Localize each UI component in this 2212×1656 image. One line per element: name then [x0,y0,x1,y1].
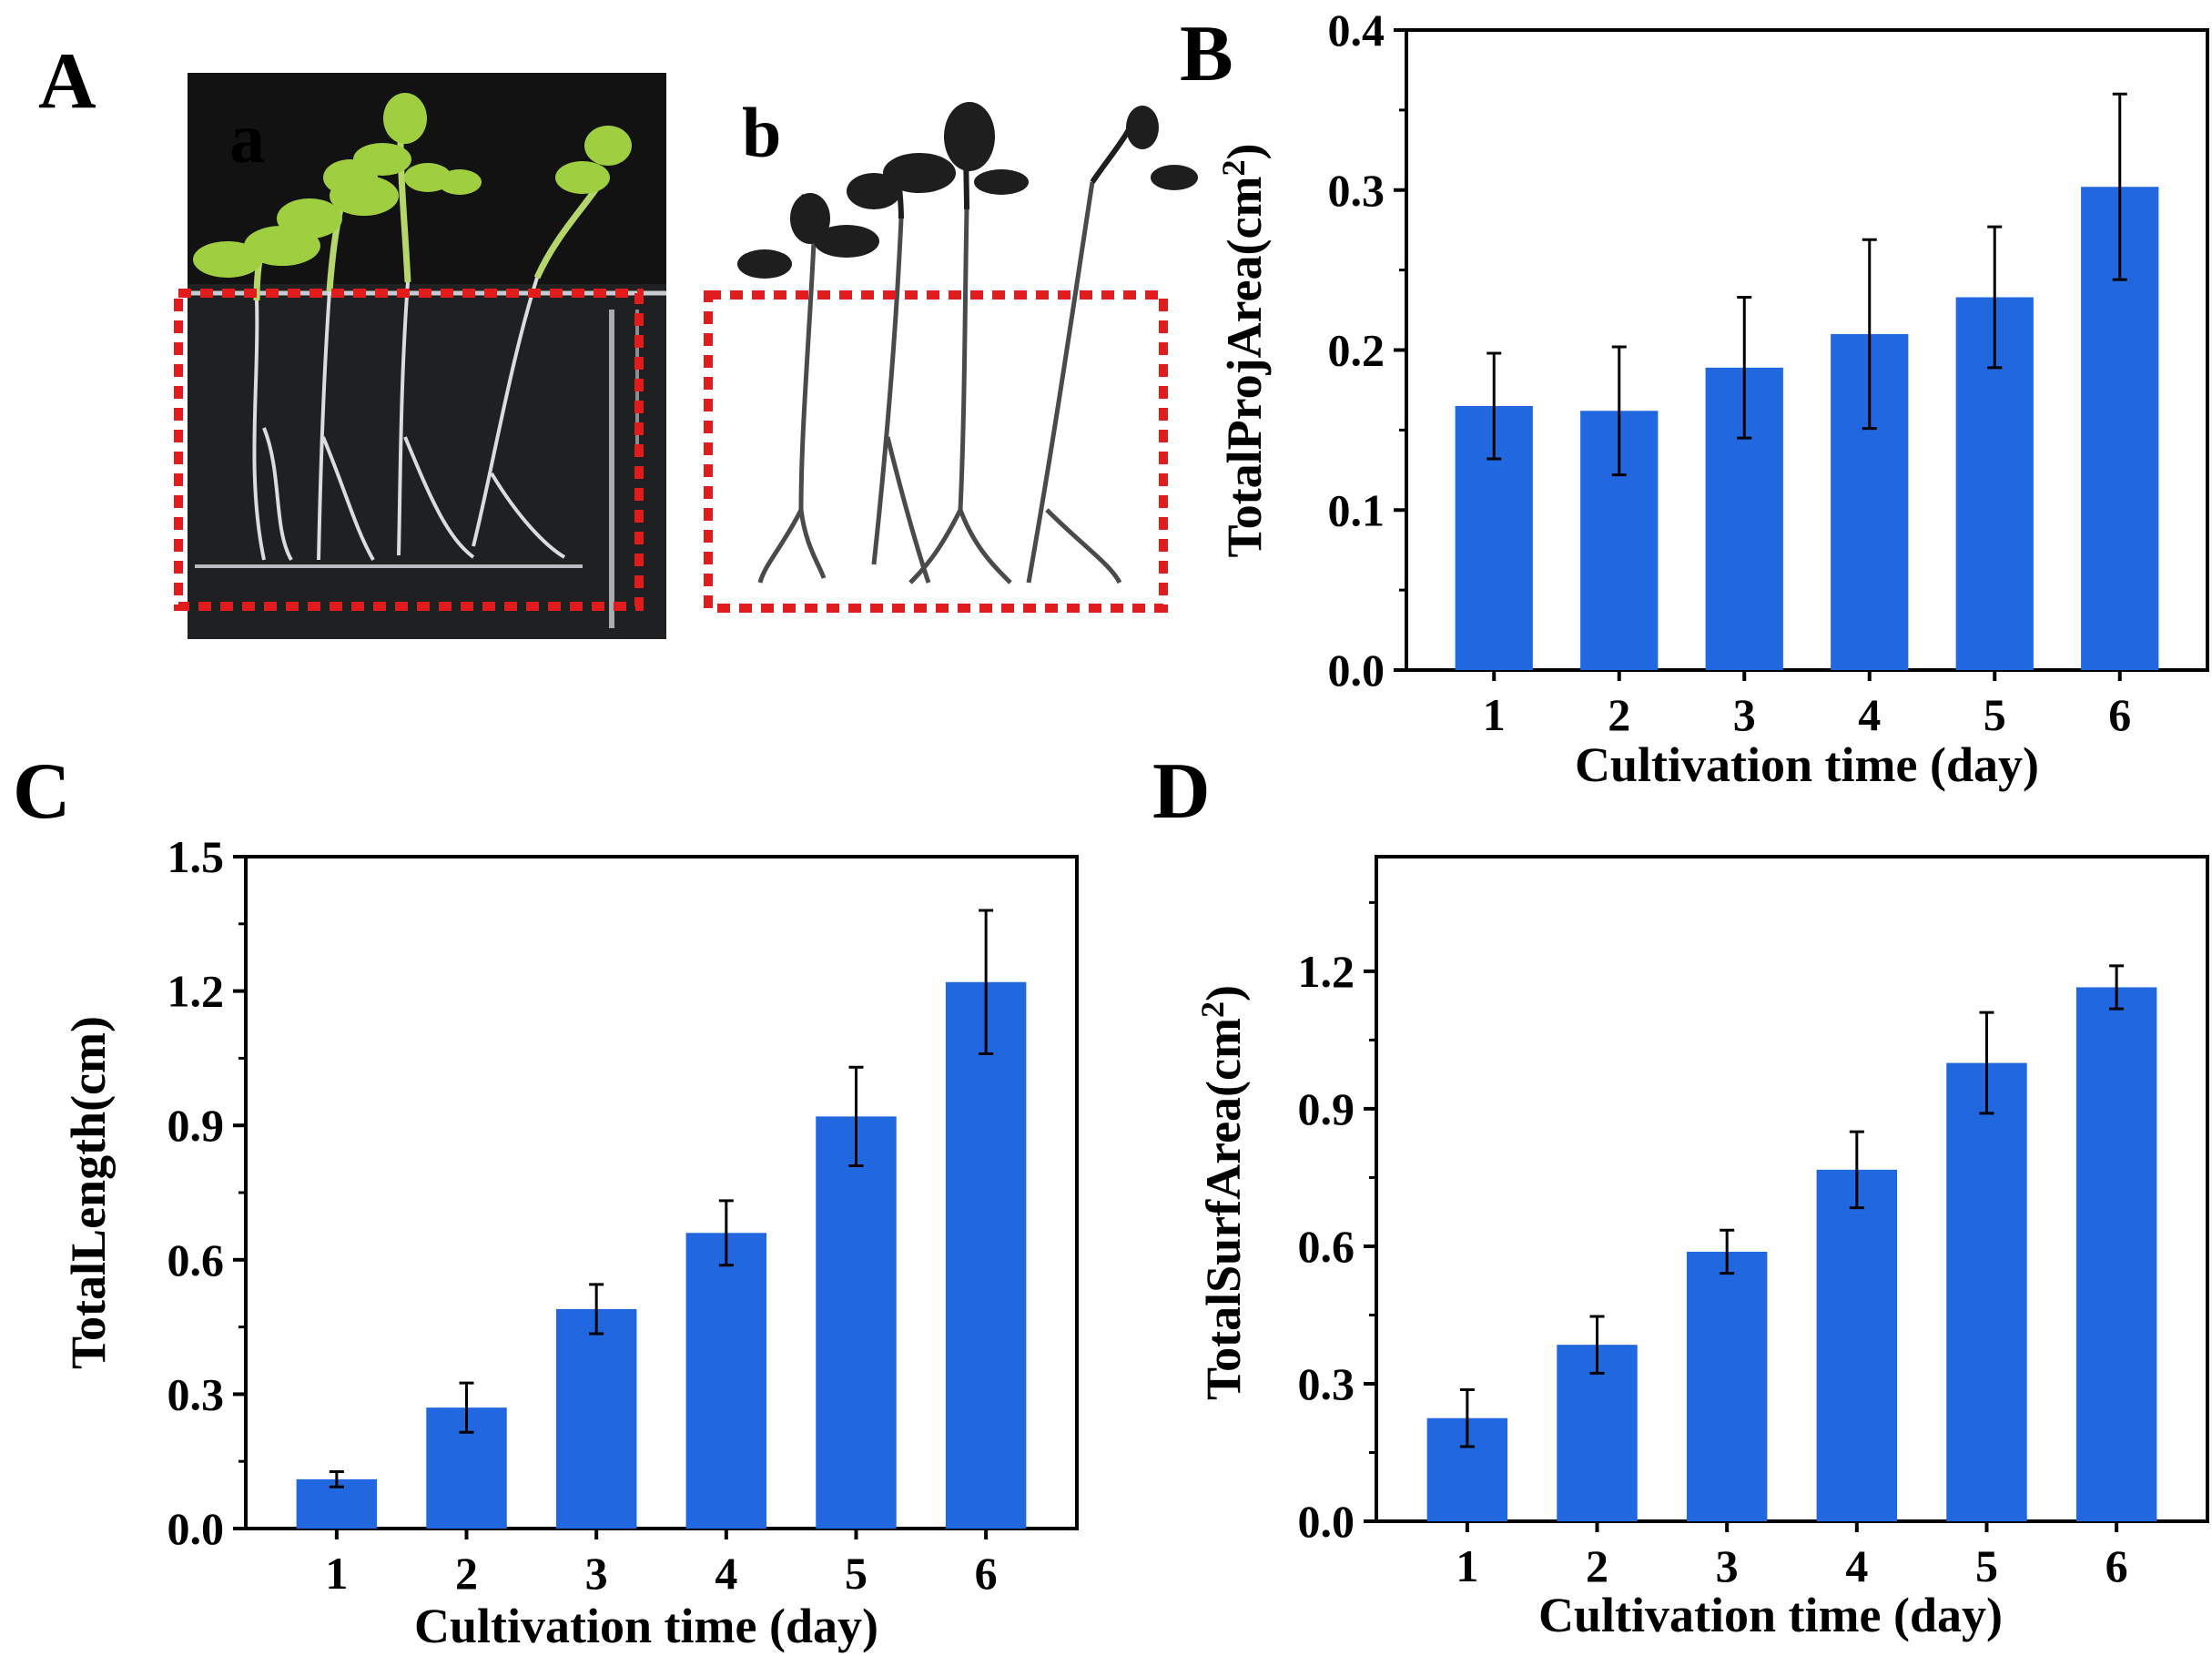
panel-label-d: D [1152,747,1211,836]
y-axis-title-main: TotalSurfArea(cm [1196,1018,1251,1400]
x-tick-label: 6 [2105,1540,2128,1591]
panel-label-b: B [1180,10,1233,98]
x-tick-label: 6 [2108,689,2131,740]
chart-total-length: C 0.0 0.3 0.6 0.9 1.2 1.5 1 2 3 4 5 6 Cultivation … [13,747,1079,1653]
x-axis-title: Cultivation time (day) [1538,1588,2003,1642]
y-tick-label: 0.4 [1328,5,1385,56]
bar [945,981,1027,1529]
y-tick-label: 0.9 [167,1100,225,1151]
y-axis-title: TotalProjArea(cm2) [1215,144,1272,558]
x-tick-label: 2 [1586,1540,1608,1591]
bar [685,1233,767,1529]
scanned-roots [757,181,1122,584]
seedling-photo: a [174,73,666,639]
y-tick-label: 0.6 [167,1234,225,1285]
y-tick-label: 1.5 [167,831,225,882]
scanned-leaves [737,102,1198,279]
y-tick-label: 1.2 [167,966,225,1017]
y-tick-label: 0.0 [167,1503,225,1554]
y-tick-label: 0.0 [1328,645,1385,696]
y-tick-label: 0.3 [1298,1358,1355,1409]
bar [1946,1062,2027,1521]
scanned-seedlings: b [704,93,1198,613]
y-tick-label: 0.9 [1298,1083,1355,1134]
subpanel-label-b: b [742,93,781,172]
x-tick-label: 1 [1483,689,1506,740]
plot-frame [1375,855,2209,1523]
x-tick-label: 6 [975,1548,998,1599]
y-tick-label: 1.2 [1298,946,1355,997]
x-tick-label: 5 [1984,689,2006,740]
roi-dashed-box-a [174,289,644,611]
x-tick-label: 5 [845,1548,868,1599]
y-tick-label: 0.3 [1328,165,1385,216]
y-axis-title-main: TotalLength(cm) [61,1016,116,1369]
seedling-roots [252,277,566,561]
bar [555,1308,637,1529]
y-axis-title: TotalLength(cm) [61,1016,116,1369]
x-tick-label: 5 [1975,1540,1998,1591]
chart-total-surf-area: D 0.0 0.3 0.6 0.9 1.2 1 2 3 4 5 6 Cultivation tim… [1152,747,2209,1642]
y-axis-title-superscript: 2 [1194,1001,1231,1018]
panel-label-c: C [13,747,71,836]
y-tick-label: 0.6 [1298,1221,1355,1272]
subpanel-label-a: a [229,98,265,178]
panel-label-a: A [38,37,96,126]
y-axis-title-end: ) [1217,144,1272,160]
x-tick-label: 2 [1608,689,1630,740]
bar [1686,1251,1768,1521]
y-tick-label: 0.3 [167,1368,225,1419]
chart-total-proj-area: B 0.0 0.1 0.2 0.3 0.4 1 2 3 4 5 6 Cultivation tim… [1180,5,2209,792]
x-tick-label: 2 [455,1548,478,1599]
y-axis-title: TotalSurfArea(cm2) [1194,985,1251,1400]
y-axis-title-end: ) [1196,985,1251,1001]
y-tick-label: 0.1 [1328,484,1385,535]
panel-a: A [38,37,1198,639]
y-axis-title-superscript: 2 [1215,160,1252,177]
transparent-container [188,284,666,639]
bar [816,1116,897,1529]
x-tick-label: 4 [1858,689,1881,740]
x-tick-label: 3 [1733,689,1756,740]
y-tick-label: 0.2 [1328,325,1385,376]
x-tick-label: 1 [1456,1540,1478,1591]
bar [1816,1169,1898,1521]
y-axis-title-main: TotalProjArea(cm [1217,177,1272,558]
seedling-leaves [193,93,632,278]
roi-dashed-box-b [704,290,1168,613]
x-tick-label: 4 [715,1548,737,1599]
x-axis-title: Cultivation time (day) [1575,737,2039,792]
y-tick-label: 0.0 [1298,1496,1355,1547]
x-tick-label: 3 [1716,1540,1739,1591]
x-tick-label: 3 [585,1548,608,1599]
bar [2075,987,2157,1521]
x-tick-label: 1 [325,1548,348,1599]
x-axis-title: Cultivation time (day) [414,1599,878,1653]
x-tick-label: 4 [1845,1540,1868,1591]
